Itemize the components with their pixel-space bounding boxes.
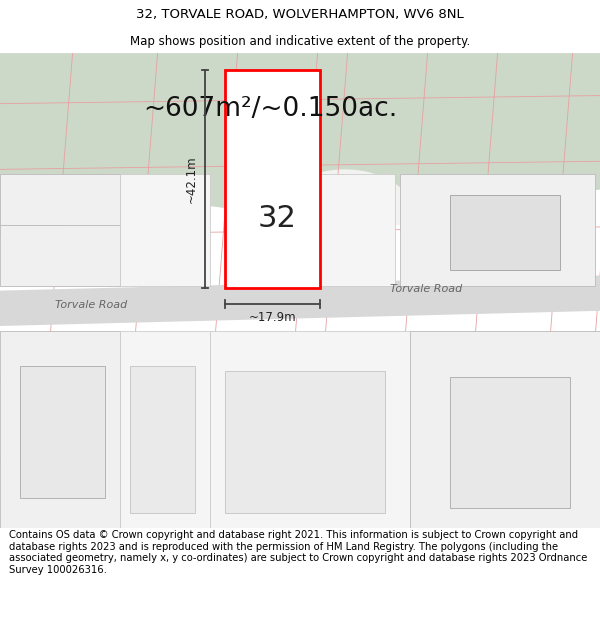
Bar (0, 174, 120, 225)
Bar (120, 174, 210, 286)
Text: 32, TORVALE ROAD, WOLVERHAMPTON, WV6 8NL: 32, TORVALE ROAD, WOLVERHAMPTON, WV6 8NL (136, 8, 464, 21)
Text: Torvale Road: Torvale Road (390, 284, 462, 294)
Bar (315, 174, 395, 286)
Bar (130, 366, 195, 513)
Polygon shape (0, 276, 600, 326)
Bar (0, 331, 120, 528)
Text: ~42.1m: ~42.1m (185, 155, 198, 202)
Bar (210, 331, 410, 528)
Text: ~607m²/~0.150ac.: ~607m²/~0.150ac. (143, 96, 397, 122)
Text: 32: 32 (258, 204, 296, 232)
Bar (410, 331, 600, 528)
Bar (225, 70, 320, 288)
Bar (0, 225, 120, 286)
Bar (450, 376, 570, 508)
Text: Torvale Road: Torvale Road (55, 300, 127, 310)
Text: Map shows position and indicative extent of the property.: Map shows position and indicative extent… (130, 35, 470, 48)
Polygon shape (280, 169, 420, 225)
Bar (120, 331, 210, 528)
Bar (20, 366, 105, 498)
Bar (400, 174, 595, 286)
Text: ~17.9m: ~17.9m (248, 311, 296, 324)
Bar (225, 371, 385, 513)
Bar (450, 194, 560, 271)
Polygon shape (0, 53, 600, 235)
Text: Contains OS data © Crown copyright and database right 2021. This information is : Contains OS data © Crown copyright and d… (9, 530, 587, 575)
